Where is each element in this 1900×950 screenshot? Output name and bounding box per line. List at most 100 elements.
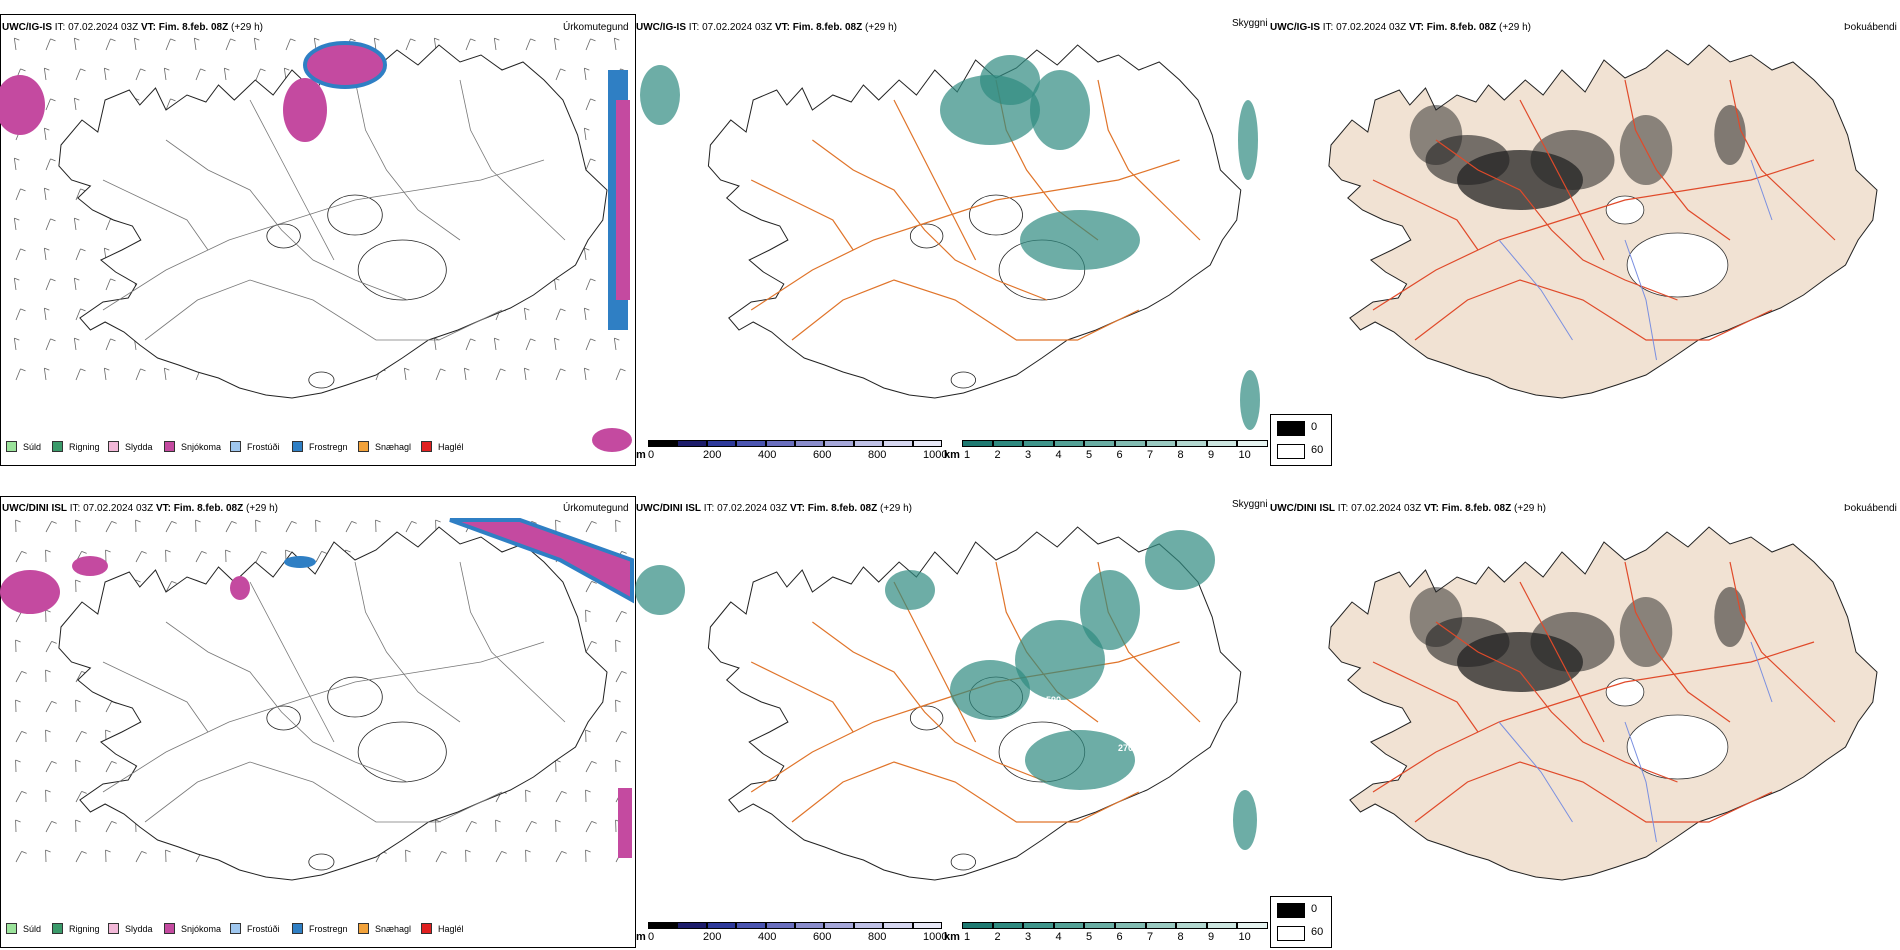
fog-low-swatch <box>1277 421 1305 436</box>
wind-barb <box>195 519 201 523</box>
wind-barb <box>45 338 51 351</box>
row1-vis-annotation: 3A <box>1050 172 1062 182</box>
visibility-km-tick: 3 <box>1025 931 1032 943</box>
low-visibility-area <box>1240 370 1260 430</box>
wind-barb <box>133 38 137 51</box>
glacier-outline <box>969 194 1023 236</box>
wind-barb <box>525 821 532 833</box>
row1-vis-header: UWC/IG-IS IT: 07.02.2024 03Z VT: Fim. 8.… <box>636 22 897 33</box>
legend-label: Snjókoma <box>181 441 222 452</box>
wind-barb <box>615 368 621 381</box>
wind-barb <box>411 521 417 524</box>
wind-barb <box>105 521 112 533</box>
wind-barb <box>45 98 51 111</box>
wind-barb <box>74 217 80 221</box>
wind-barb <box>585 338 591 351</box>
iceland-coastline <box>58 44 608 399</box>
wind-barb <box>104 247 110 251</box>
wind-barb <box>613 38 617 51</box>
visibility-km-swatch <box>992 440 1024 447</box>
wind-barb <box>105 38 111 51</box>
glacier-outline <box>909 223 944 249</box>
wind-barb <box>470 338 476 342</box>
row2-vis-title: Skyggni <box>1232 499 1268 510</box>
wind-barb <box>590 158 596 162</box>
wind-barb <box>254 37 260 41</box>
wind-barb <box>45 821 52 833</box>
wind-barb <box>494 37 500 41</box>
wind-barb <box>141 551 147 554</box>
wind-barb <box>50 338 56 342</box>
snow-area <box>0 75 45 135</box>
row1-precip-title: Úrkomutegund <box>563 22 629 33</box>
wind-barb <box>195 551 202 563</box>
glacier-outline <box>327 194 383 236</box>
wind-barb <box>525 789 531 793</box>
iceland-land <box>1328 44 1878 399</box>
visibility-m-tick: 400 <box>758 449 777 461</box>
wind-barb <box>15 671 22 683</box>
road <box>354 561 461 723</box>
row2-precip-header: UWC/DINI ISL IT: 07.02.2024 03Z VT: Fim.… <box>2 503 278 514</box>
wind-barb <box>465 338 471 351</box>
snow-area <box>283 78 327 142</box>
wind-barb <box>525 338 531 351</box>
glacier-outline <box>266 705 301 731</box>
wind-barb <box>75 248 81 261</box>
wind-barb <box>493 338 497 351</box>
wind-barb <box>615 611 622 623</box>
river <box>1624 239 1657 361</box>
wind-barb <box>410 38 416 42</box>
wind-barb <box>44 247 50 251</box>
snow-area <box>616 100 630 300</box>
road <box>144 761 503 823</box>
row2-fog-legend: 0 60 <box>1270 896 1332 948</box>
road <box>791 279 1140 341</box>
wind-barb <box>584 127 590 131</box>
wind-barb <box>141 851 147 854</box>
legend-swatch <box>421 923 432 934</box>
wind-barb <box>43 128 47 141</box>
visibility-km-tick: 2 <box>994 931 1001 943</box>
fog-region <box>1530 612 1615 672</box>
wind-barb <box>345 521 352 533</box>
visibility-m-unit: m <box>636 449 646 461</box>
precip-legend-item: Haglél <box>421 923 464 934</box>
wind-barb <box>315 519 321 523</box>
legend-swatch <box>358 441 369 452</box>
visibility-km-tick: 2 <box>994 449 1001 461</box>
road <box>165 621 408 783</box>
wind-barb <box>165 521 172 533</box>
visibility-km-tick: 8 <box>1177 931 1184 943</box>
row2-fog-title: Þokuábendi <box>1844 503 1897 514</box>
road <box>249 581 335 743</box>
wind-barb <box>165 98 171 111</box>
wind-barb <box>200 68 206 72</box>
wind-barb <box>171 521 177 524</box>
wind-barb <box>225 549 231 553</box>
wind-barb <box>554 337 560 341</box>
wind-barb <box>15 248 21 261</box>
river <box>1498 239 1573 341</box>
low-visibility-area <box>950 660 1030 720</box>
visibility-km-tick: 6 <box>1116 449 1123 461</box>
visibility-m-tick: 200 <box>703 931 722 943</box>
visibility-km-tick: 10 <box>1238 449 1251 461</box>
wind-barb <box>403 368 407 381</box>
visibility-m-swatch <box>677 922 707 929</box>
wind-barb <box>51 761 57 764</box>
low-visibility-area <box>1233 790 1257 850</box>
wind-barb <box>530 338 536 342</box>
wind-barb <box>351 521 357 524</box>
wind-barb <box>44 187 50 191</box>
wind-barb <box>15 791 22 803</box>
road <box>102 641 545 793</box>
legend-swatch <box>230 441 241 452</box>
fog-region <box>1530 130 1615 190</box>
wind-barb <box>621 551 627 554</box>
wind-barb <box>104 67 110 71</box>
wind-barb <box>165 549 171 553</box>
row2-vis-annotation: 270 <box>1118 743 1134 753</box>
wind-barb <box>583 308 587 321</box>
wind-barb <box>585 521 592 533</box>
